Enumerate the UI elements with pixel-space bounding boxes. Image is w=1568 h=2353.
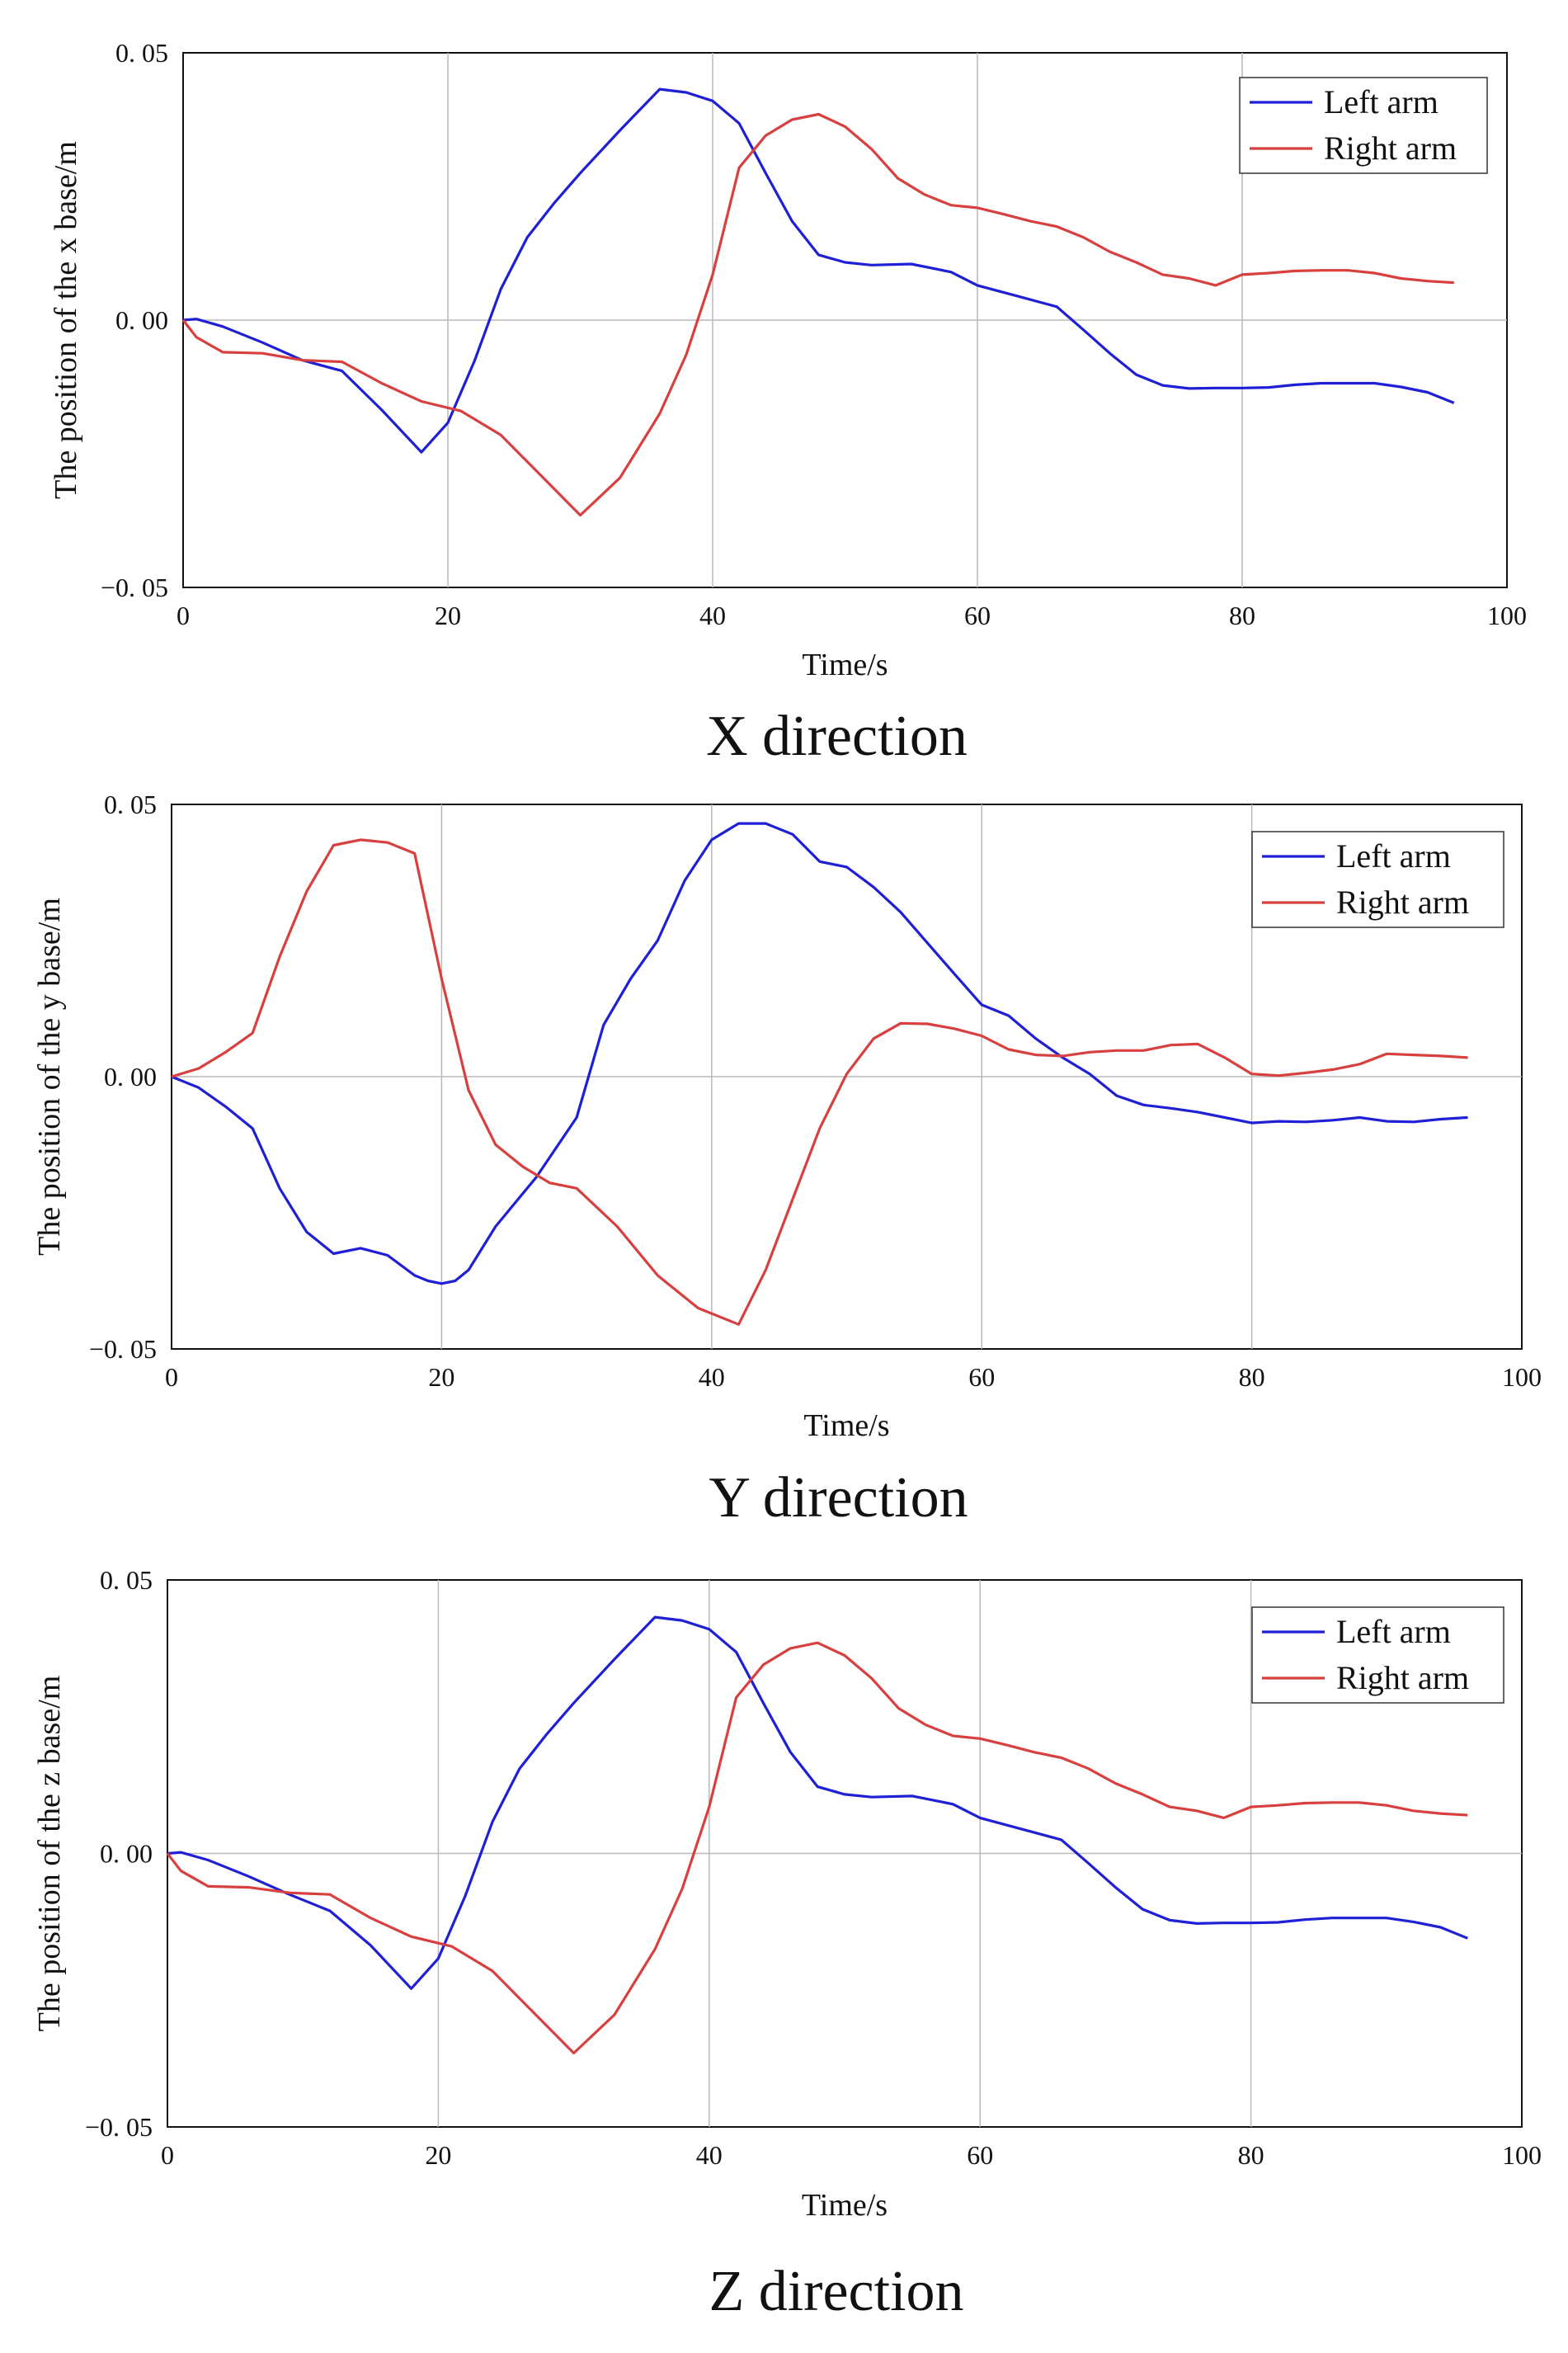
y-tick-label: 0. 05 xyxy=(104,790,157,819)
x-tick-label: 20 xyxy=(428,1362,454,1392)
x-tick-label: 60 xyxy=(964,601,991,630)
x-tick-label: 60 xyxy=(967,2140,993,2170)
x-tick-label: 40 xyxy=(699,1362,725,1392)
panel-caption: Y direction xyxy=(709,1466,968,1530)
panel-caption: X direction xyxy=(706,705,968,768)
y-axis-label: The position of the z base/m xyxy=(32,1676,67,2032)
x-tick-label: 100 xyxy=(1502,1362,1542,1392)
series-line-right-arm xyxy=(171,838,1468,1326)
y-axis-label: The position of the y base/m xyxy=(32,898,67,1256)
series-line-left-arm xyxy=(182,87,1455,454)
chart-y-direction: 0 20 40 60 80 100 −0. 05 0. 00 0. 05 Time/s The … xyxy=(32,790,1542,1530)
series-line-left-arm xyxy=(167,1615,1468,1990)
x-axis-label: Time/s xyxy=(802,648,888,682)
y-tick-label: −0. 05 xyxy=(89,1334,157,1364)
legend-box xyxy=(1251,831,1504,928)
y-tick-label: 0. 00 xyxy=(115,305,168,335)
x-axis-label: Time/s xyxy=(803,1408,889,1443)
legend-label: Right arm xyxy=(1336,884,1469,921)
series-line-left-arm xyxy=(171,822,1468,1285)
x-tick-label: 60 xyxy=(968,1362,995,1392)
x-tick-label: 80 xyxy=(1238,2140,1264,2170)
x-axis-label: Time/s xyxy=(802,2188,888,2223)
x-tick-label: 40 xyxy=(696,2140,723,2170)
x-tick-label: 80 xyxy=(1229,601,1255,630)
y-tick-label: −0. 05 xyxy=(85,2112,153,2142)
x-tick-label: 20 xyxy=(435,601,461,630)
legend-label: Left arm xyxy=(1336,837,1451,875)
legend-box xyxy=(1239,77,1488,174)
legend-label: Left arm xyxy=(1336,1613,1451,1650)
y-axis-label: The position of the x base/m xyxy=(49,141,83,499)
x-tick-label: 80 xyxy=(1239,1362,1265,1392)
legend: Left arm Right arm xyxy=(1251,1606,1504,1704)
x-tick-label: 40 xyxy=(699,601,726,630)
x-tick-label: 0 xyxy=(165,1362,178,1392)
x-tick-label: 20 xyxy=(425,2140,451,2170)
x-tick-label: 100 xyxy=(1502,2140,1542,2170)
chart-z-direction: 0 20 40 60 80 100 −0. 05 0. 00 0. 05 Time/s The … xyxy=(32,1565,1542,2323)
legend-box xyxy=(1251,1606,1504,1704)
x-tick-label: 0 xyxy=(177,601,190,630)
x-tick-label: 100 xyxy=(1487,601,1527,630)
panel-caption: Z direction xyxy=(709,2260,963,2323)
legend: Left arm Right arm xyxy=(1239,77,1488,174)
chart-x-direction: 0 20 40 60 80 100 −0. 05 0. 00 0. 05 Time/s The … xyxy=(49,38,1527,768)
legend-label: Left arm xyxy=(1324,83,1439,120)
y-tick-label: 0. 00 xyxy=(100,1839,153,1869)
y-tick-label: 0. 00 xyxy=(104,1062,157,1092)
legend: Left arm Right arm xyxy=(1251,831,1504,928)
y-tick-label: 0. 05 xyxy=(100,1565,153,1595)
legend-label: Right arm xyxy=(1336,1659,1469,1696)
legend-label: Right arm xyxy=(1324,130,1457,167)
y-tick-label: −0. 05 xyxy=(101,573,168,602)
series-line-right-arm xyxy=(181,112,1454,517)
y-tick-label: 0. 05 xyxy=(115,38,168,68)
series-line-right-arm xyxy=(166,1641,1468,2055)
x-tick-label: 0 xyxy=(161,2140,174,2170)
